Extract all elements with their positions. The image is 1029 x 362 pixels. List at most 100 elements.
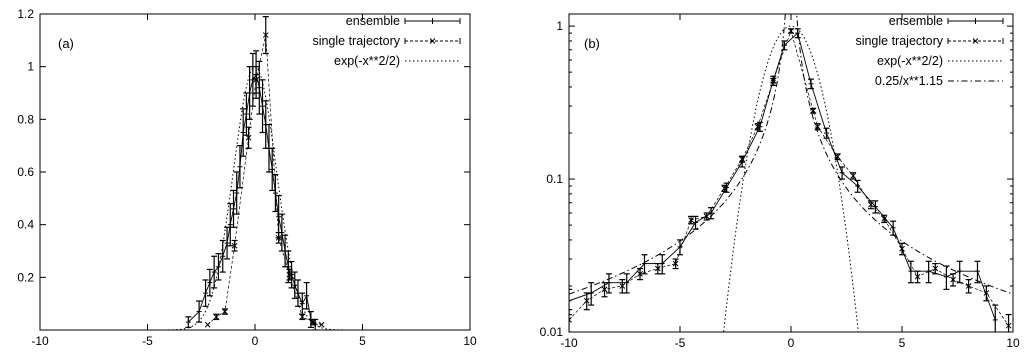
panel-b-single-trajectory-point [1005,313,1012,332]
panel-a-single-trajectory-point [221,308,228,315]
panel-a-ensemble-point [196,300,203,323]
panel-b-single-trajectory-point [850,172,857,180]
panel-a-ensemble-point [269,147,276,192]
panel-b-single-trajectory-point [788,28,794,34]
panel-b-chart: (b) ensemble single trajectory exp(-x**2… [540,13,1020,350]
panel-a-ensemble-point [224,226,231,260]
panel-a-ensemble-point [272,174,279,213]
panel-b-ensemble-point [890,220,897,236]
panel-b-ensemble-point [992,304,999,332]
panel-b-single-trajectory-marker-d2 [619,283,626,289]
panel-b-single-trajectory-point [914,270,921,284]
panel-b-single-trajectory-point [754,123,761,131]
panel-b-legend-entry-exp: exp(-x**2/2) [877,54,943,68]
panel-b-single-trajectory-marker-d2 [932,265,939,272]
panel-a-legend: ensemble single trajectory exp(-x**2/2) [312,14,400,68]
panel-a-single-trajectory-point [204,321,211,328]
panel-a-single-trajectory-point [253,66,260,94]
panel-b-ensemble-point [872,200,879,214]
panel-b-single-trajectory-marker-d2 [601,286,608,293]
panel-b-legend: ensemble single trajectory exp(-x**2/2) … [855,14,943,88]
panel-b-single-trajectory-marker-d1 [569,319,572,323]
panel-a-x-tick-label: 0 [252,334,259,348]
panel-a-single-trajectory-point [231,239,238,252]
panel-a-single-trajectory-marker-d2 [286,271,293,278]
panel-b-legend-entry-power-law: 0.25/x**1.15 [875,74,943,88]
panel-b-single-trajectory-marker-d2 [834,153,841,160]
panel-a-single-trajectory-legend-marker-d2 [429,38,436,44]
panel-b-single-trajectory-marker-d2 [672,260,679,267]
panel-b-single-trajectory-point [637,267,644,281]
panel-b-single-trajectory-point [654,263,661,275]
panel-b-single-trajectory-legend-swatch [947,38,1004,44]
panel-b-single-trajectory-point [950,273,957,287]
panel-b-single-trajectory-marker-d2 [583,297,590,304]
panel-b-label: (b) [584,36,600,51]
panel-b-ensemble-point [569,288,572,316]
panel-b-ensemble-point [641,254,648,275]
panel-b-single-trajectory-point [834,153,841,161]
panel-a-single-trajectory-marker-d2 [318,321,325,328]
panel-a-ensemble-point [256,60,263,115]
panel-b-ensemble-point [839,166,846,180]
panel-b-y-tick-label: 0.01 [540,325,564,339]
panel-b-y-tick-label: 0.1 [546,172,563,186]
panel-a-ensemble-line [188,73,316,326]
panel-b-single-trajectory-point [867,200,874,210]
panel-b-ensemble-point [807,78,814,90]
panel-b-single-trajectory-marker-d2 [688,217,694,223]
panel-a-single-trajectory-line [207,34,322,326]
panel-b-x-tick-label: 10 [1006,336,1020,350]
panel-a-x-tick-label: 10 [463,334,477,348]
panel-a-x-tick-label: -10 [31,334,49,348]
panel-b-exp-x-2-2-curve [723,25,859,332]
panel-b-ensemble-point [605,273,612,294]
panel-b-single-trajectory-point [810,107,817,114]
panel-a-single-trajectory-marker-d2 [222,308,228,315]
panel-a-single-trajectory-marker-d2 [204,321,211,328]
panel-b-single-trajectory-point [601,282,608,298]
panel-b-plot-area [569,14,1013,332]
panel-b-ensemble-point [943,265,950,290]
panel-b-single-trajectory-point [965,279,972,294]
panel-a-ensemble-point [236,145,243,189]
panel-b-x-tick-label: 0 [788,336,795,350]
panel-b-ensemble-point [925,260,932,284]
panel-b-single-trajectory-point [672,258,679,270]
panel-a-single-trajectory-marker-d2 [262,32,269,38]
panel-a-single-trajectory-point [262,16,269,55]
panel-b-ensemble-point [974,260,981,284]
panel-a-single-trajectory-point [245,126,252,149]
panel-b-single-trajectory-marker-d2 [770,77,777,84]
panel-b-single-trajectory-marker-d2 [1005,322,1012,329]
panel-b-single-trajectory-point [881,214,888,224]
panel-a-y-tick-label: 1.2 [17,7,34,21]
panel-a-single-trajectory-marker-d2 [245,134,252,141]
panel-a-single-trajectory-marker-d2 [299,313,306,320]
panel-b-single-trajectory-marker-d2 [788,28,794,34]
panel-b-legend-entry-single-trajectory: single trajectory [855,34,943,48]
panel-b-single-trajectory-point [770,77,777,84]
panel-a-single-trajectory-point [299,313,306,321]
panel-b-single-trajectory-point [899,242,905,256]
panel-b-single-trajectory-point [983,285,990,302]
panel-a-single-trajectory-point [213,313,220,321]
panel-b-0-25-x-1-15-curve [569,14,1013,295]
panel-b-single-trajectory-point [569,309,572,332]
panel-b-ensemble-point [956,260,963,284]
panel-b-x-tick-label: -5 [675,336,686,350]
panel-a-ensemble-point [291,271,298,299]
panel-b-single-trajectory-marker-d2 [754,123,761,130]
panel-b-y-tick-label: 1 [556,19,563,33]
panel-a-ensemble-point [259,79,266,134]
panel-a-ensemble-point [303,282,310,310]
panel-b-ensemble-point [659,254,666,275]
panel-b-legend-entry-ensemble: ensemble [889,14,943,28]
panel-a-single-trajectory-marker-d2 [310,319,316,325]
panel-a-y-tick-label: 0.4 [17,218,34,232]
panel-a-x-tick-label: 5 [359,334,366,348]
panel-b-x-tick-label: -10 [560,336,578,350]
panel-b-single-trajectory-point [703,212,710,221]
panel-b-single-trajectory-marker-d2 [868,201,874,208]
panel-b-ensemble-point [854,179,861,193]
